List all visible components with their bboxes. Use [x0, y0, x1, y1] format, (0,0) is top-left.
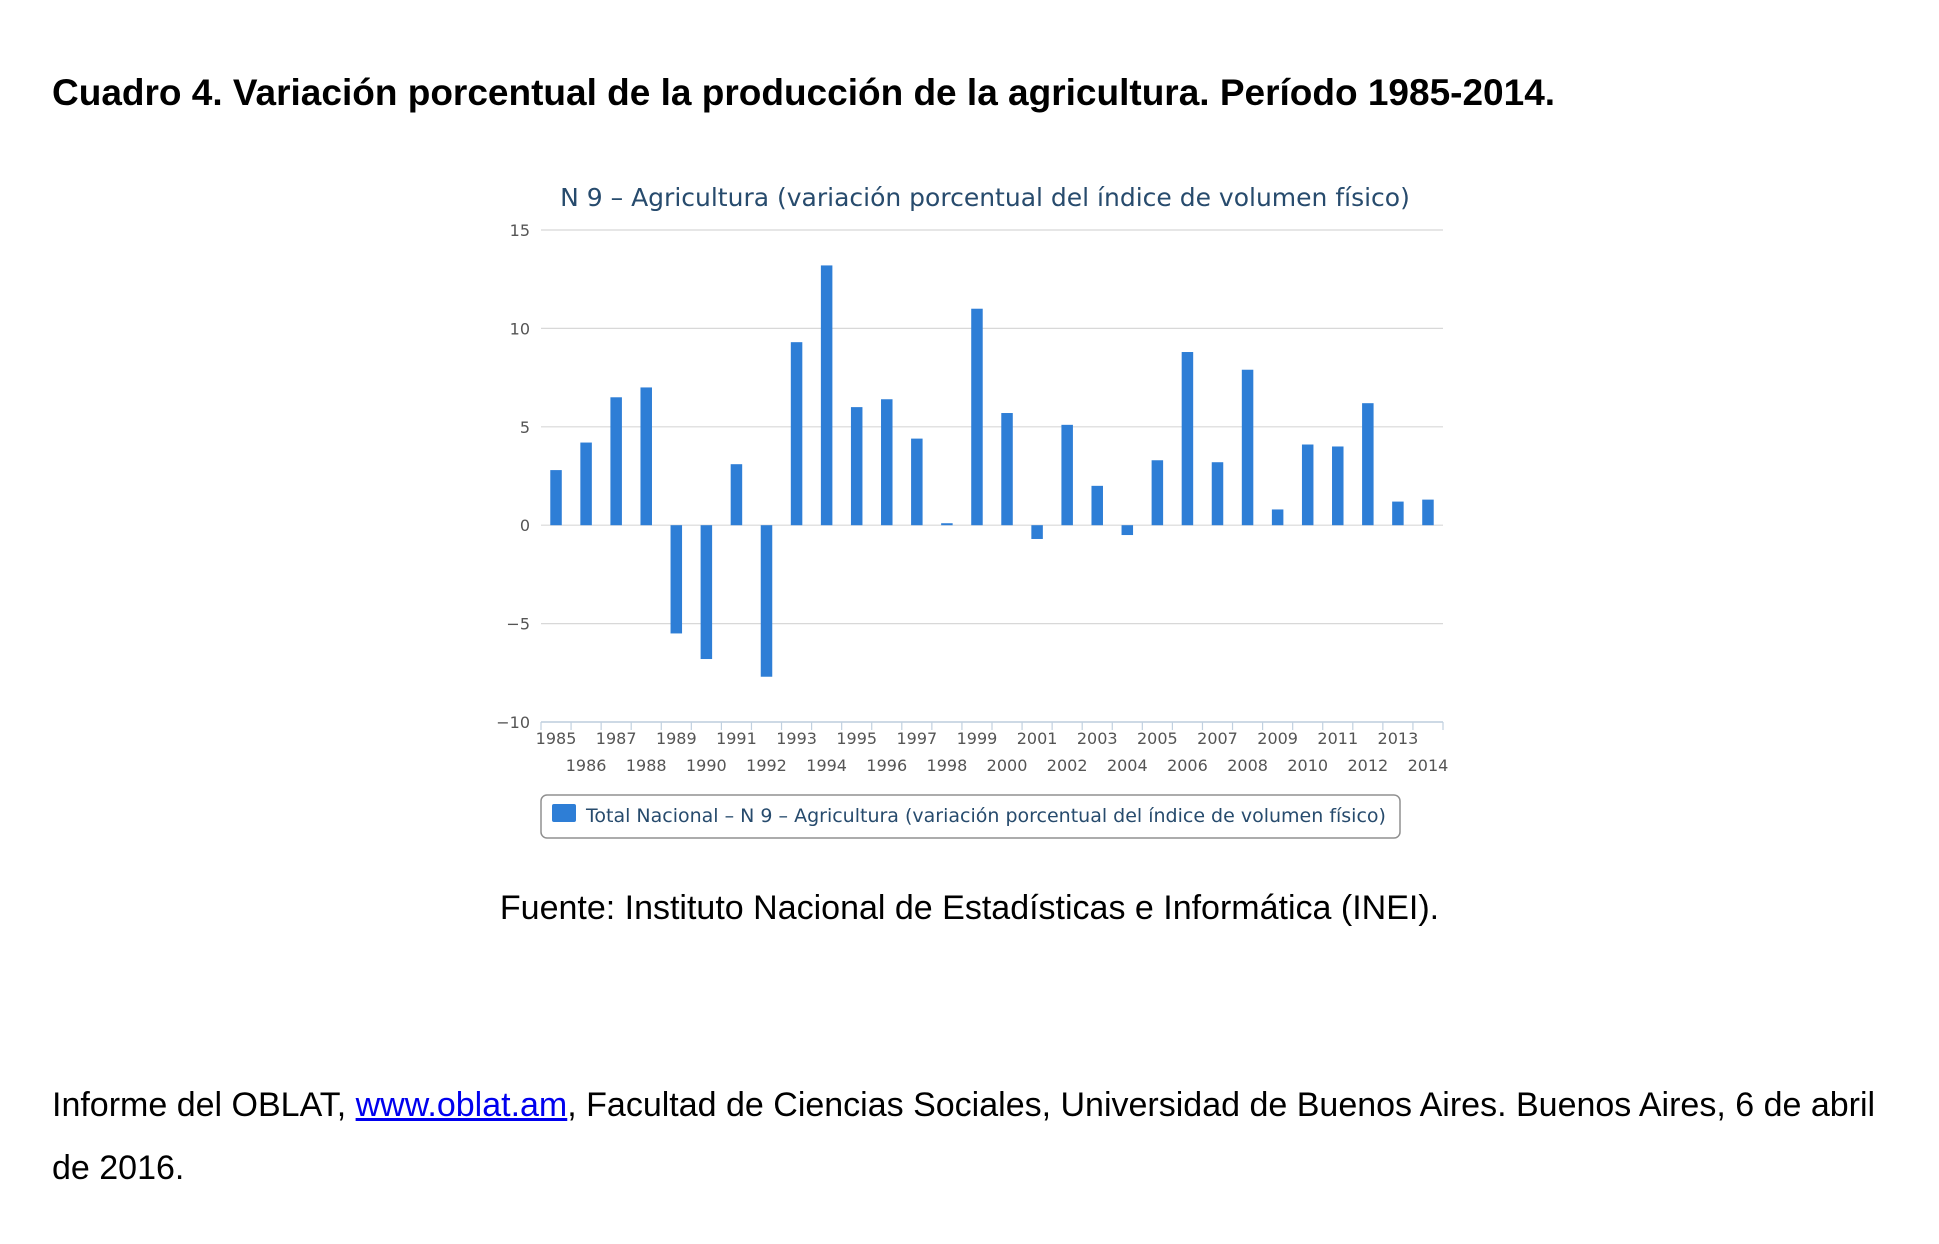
bar-2006[interactable] [1181, 352, 1194, 526]
x-tick-label: 1996 [866, 756, 907, 775]
x-tick-label: 2007 [1197, 729, 1238, 748]
x-tick-label: 1998 [927, 756, 968, 775]
x-tick-label: 2013 [1378, 729, 1419, 748]
x-tick-label: 2008 [1227, 756, 1268, 775]
y-axis-ticks: 15 10 5 0 −5 −10 [496, 221, 530, 732]
y-tick-label: 15 [510, 221, 530, 240]
x-tick-label: 1989 [656, 729, 697, 748]
x-axis-ticks: 1985 1986 1987 1988 1989 1990 1991 1992 1993 1994… [536, 722, 1449, 775]
bar-2012[interactable] [1362, 403, 1374, 526]
x-tick-label: 2003 [1077, 729, 1118, 748]
legend-box [540, 794, 1401, 839]
chart-title: N 9 – Agricultura (variación porcentual … [560, 183, 1410, 212]
bar-2009[interactable] [1271, 509, 1284, 526]
bar-1990[interactable] [700, 525, 713, 660]
x-tick-label: 1990 [686, 756, 727, 775]
legend-label: Total Nacional – N 9 – Agricultura (vari… [585, 805, 1386, 827]
x-tick-label: 2006 [1167, 756, 1208, 775]
bar-1991[interactable] [730, 464, 743, 526]
bar-2007[interactable] [1211, 462, 1224, 526]
bar-1994[interactable] [820, 265, 833, 526]
x-tick-label: 1985 [536, 729, 577, 748]
bar-2008[interactable] [1241, 369, 1254, 526]
x-tick-label: 1994 [806, 756, 847, 775]
bars [550, 265, 1434, 677]
bar-2002[interactable] [1061, 424, 1073, 526]
x-tick-label: 2000 [987, 756, 1028, 775]
x-tick-label: 2011 [1317, 729, 1358, 748]
bar-1985[interactable] [550, 470, 562, 526]
bar-2014[interactable] [1422, 499, 1434, 526]
x-tick-label: 2004 [1107, 756, 1148, 775]
bar-1987[interactable] [610, 397, 622, 526]
x-tick-label: 2002 [1047, 756, 1088, 775]
x-tick-label: 1999 [957, 729, 998, 748]
bar-1998[interactable] [941, 523, 953, 526]
bar-1989[interactable] [670, 525, 683, 634]
bar-2000[interactable] [1001, 413, 1013, 526]
x-tick-label: 1986 [566, 756, 607, 775]
source-note: Fuente: Instituto Nacional de Estadístic… [499, 889, 1440, 927]
x-tick-label: 2001 [1017, 729, 1058, 748]
bar-2004[interactable] [1121, 525, 1134, 536]
footer-text-end: , Facultad de Ciencias Sociales, Univers… [52, 1086, 1876, 1187]
x-tick-label: 1987 [596, 729, 637, 748]
bar-1997[interactable] [911, 438, 923, 526]
bar-1995[interactable] [850, 407, 863, 526]
x-tick-label: 1991 [716, 729, 757, 748]
x-tick-label: 2014 [1408, 756, 1449, 775]
y-tick-label: 5 [520, 418, 530, 437]
bar-1993[interactable] [790, 342, 803, 526]
x-tick-label: 1995 [836, 729, 877, 748]
x-tick-label: 2005 [1137, 729, 1178, 748]
bar-1999[interactable] [971, 308, 983, 526]
bar-2005[interactable] [1151, 460, 1164, 526]
bar-2010[interactable] [1301, 444, 1314, 526]
bar-2001[interactable] [1031, 525, 1043, 539]
y-tick-label: 10 [510, 319, 530, 338]
bar-1986[interactable] [580, 442, 592, 526]
bar-1996[interactable] [881, 399, 893, 526]
y-tick-label: −10 [496, 713, 530, 732]
footer-text-start: Informe del OBLAT, [52, 1086, 356, 1124]
bar-1992[interactable] [760, 525, 773, 677]
x-tick-label: 2010 [1287, 756, 1328, 775]
bar-chart: N 9 – Agricultura (variación porcentual … [496, 183, 1449, 839]
y-tick-label: 0 [520, 516, 530, 535]
x-tick-label: 2009 [1257, 729, 1298, 748]
bar-1988[interactable] [640, 387, 652, 526]
bar-2003[interactable] [1091, 485, 1103, 526]
legend[interactable]: Total Nacional – N 9 – Agricultura (vari… [540, 794, 1401, 839]
bar-2013[interactable] [1392, 501, 1404, 526]
oblat-link[interactable]: www.oblat.am [355, 1086, 568, 1124]
x-tick-label: 1993 [776, 729, 817, 748]
bar-2011[interactable] [1332, 446, 1344, 526]
x-tick-label: 2012 [1347, 756, 1388, 775]
x-tick-label: 1992 [746, 756, 787, 775]
y-tick-label: −5 [506, 615, 530, 634]
table-caption: Cuadro 4. Variación porcentual de la pro… [52, 72, 1556, 113]
x-tick-label: 1997 [896, 729, 937, 748]
x-tick-label: 1988 [626, 756, 667, 775]
footer-note: Informe del OBLAT, www.oblat.am, Faculta… [52, 1074, 1902, 1200]
legend-swatch [552, 804, 576, 822]
